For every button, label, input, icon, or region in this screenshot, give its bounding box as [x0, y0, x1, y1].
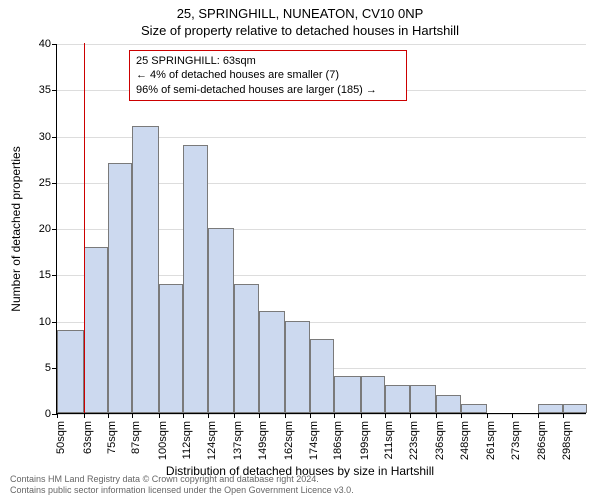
footer: Contains HM Land Registry data © Crown c…	[10, 474, 354, 496]
ytick-label: 5	[45, 362, 51, 374]
xtick-mark	[512, 413, 513, 418]
gridline	[57, 414, 586, 415]
xtick-label: 174sqm	[308, 421, 320, 460]
annotation-box: 25 SPRINGHILL: 63sqm ← 4% of detached ho…	[129, 50, 407, 101]
histogram-bar	[563, 404, 587, 413]
xtick-mark	[208, 413, 209, 418]
y-axis-label: Number of detached properties	[9, 146, 23, 311]
xtick-label: 50sqm	[55, 421, 67, 454]
histogram-bar	[436, 395, 460, 414]
histogram-bar	[208, 228, 235, 413]
footer-line-1: Contains HM Land Registry data © Crown c…	[10, 474, 354, 485]
histogram-bar	[334, 376, 361, 413]
histogram-bar	[234, 284, 258, 414]
ytick-mark	[52, 275, 57, 276]
xtick-label: 236sqm	[434, 421, 446, 460]
xtick-label: 124sqm	[206, 421, 218, 460]
xtick-label: 286sqm	[536, 421, 548, 460]
xtick-label: 137sqm	[232, 421, 244, 460]
ytick-label: 25	[39, 177, 51, 189]
xtick-mark	[461, 413, 462, 418]
title-main: 25, SPRINGHILL, NUNEATON, CV10 0NP	[0, 6, 600, 21]
xtick-label: 100sqm	[157, 421, 169, 460]
ytick-label: 30	[39, 131, 51, 143]
xtick-label: 162sqm	[283, 421, 295, 460]
histogram-bar	[259, 311, 286, 413]
xtick-label: 63sqm	[82, 421, 94, 454]
histogram-bar	[461, 404, 488, 413]
ytick-label: 40	[39, 38, 51, 50]
xtick-mark	[183, 413, 184, 418]
ytick-label: 20	[39, 223, 51, 235]
histogram-bar	[108, 163, 132, 413]
xtick-label: 199sqm	[359, 421, 371, 460]
title-sub: Size of property relative to detached ho…	[0, 23, 600, 38]
ytick-label: 35	[39, 84, 51, 96]
histogram-bar	[285, 321, 309, 414]
annotation-line-3: 96% of semi-detached houses are larger (…	[136, 83, 400, 97]
xtick-mark	[132, 413, 133, 418]
xtick-label: 223sqm	[408, 421, 420, 460]
xtick-label: 87sqm	[130, 421, 142, 454]
ytick-mark	[52, 137, 57, 138]
ytick-label: 10	[39, 316, 51, 328]
histogram-bar	[538, 404, 562, 413]
marker-line	[84, 43, 85, 413]
xtick-mark	[487, 413, 488, 418]
xtick-label: 186sqm	[332, 421, 344, 460]
ytick-label: 0	[45, 408, 51, 420]
annotation-line-2: ← 4% of detached houses are smaller (7)	[136, 68, 400, 82]
xtick-mark	[84, 413, 85, 418]
chart-container: 25, SPRINGHILL, NUNEATON, CV10 0NP Size …	[0, 0, 600, 500]
xtick-label: 273sqm	[510, 421, 522, 460]
xtick-label: 261sqm	[485, 421, 497, 460]
histogram-bar	[183, 145, 207, 413]
histogram-bar	[310, 339, 334, 413]
xtick-mark	[310, 413, 311, 418]
xtick-mark	[57, 413, 58, 418]
xtick-mark	[410, 413, 411, 418]
xtick-mark	[108, 413, 109, 418]
plot-area: 051015202530354050sqm63sqm75sqm87sqm100s…	[56, 44, 586, 414]
ytick-mark	[52, 183, 57, 184]
xtick-label: 248sqm	[459, 421, 471, 460]
xtick-mark	[361, 413, 362, 418]
xtick-label: 75sqm	[106, 421, 118, 454]
gridline	[57, 44, 586, 45]
xtick-mark	[385, 413, 386, 418]
xtick-label: 211sqm	[383, 421, 395, 459]
histogram-bar	[361, 376, 385, 413]
xtick-label: 112sqm	[181, 421, 193, 459]
ytick-label: 15	[39, 269, 51, 281]
xtick-mark	[538, 413, 539, 418]
xtick-mark	[259, 413, 260, 418]
xtick-mark	[285, 413, 286, 418]
histogram-bar	[132, 126, 159, 413]
ytick-mark	[52, 90, 57, 91]
histogram-bar	[385, 385, 409, 413]
ytick-mark	[52, 229, 57, 230]
histogram-bar	[57, 330, 84, 413]
xtick-label: 298sqm	[561, 421, 573, 460]
xtick-mark	[334, 413, 335, 418]
xtick-mark	[159, 413, 160, 418]
xtick-label: 149sqm	[257, 421, 269, 460]
ytick-mark	[52, 44, 57, 45]
annotation-line-1: 25 SPRINGHILL: 63sqm	[136, 54, 400, 68]
histogram-bar	[410, 385, 437, 413]
xtick-mark	[234, 413, 235, 418]
histogram-bar	[159, 284, 183, 414]
ytick-mark	[52, 322, 57, 323]
xtick-mark	[563, 413, 564, 418]
histogram-bar	[84, 247, 108, 414]
xtick-mark	[436, 413, 437, 418]
footer-line-2: Contains public sector information licen…	[10, 485, 354, 496]
